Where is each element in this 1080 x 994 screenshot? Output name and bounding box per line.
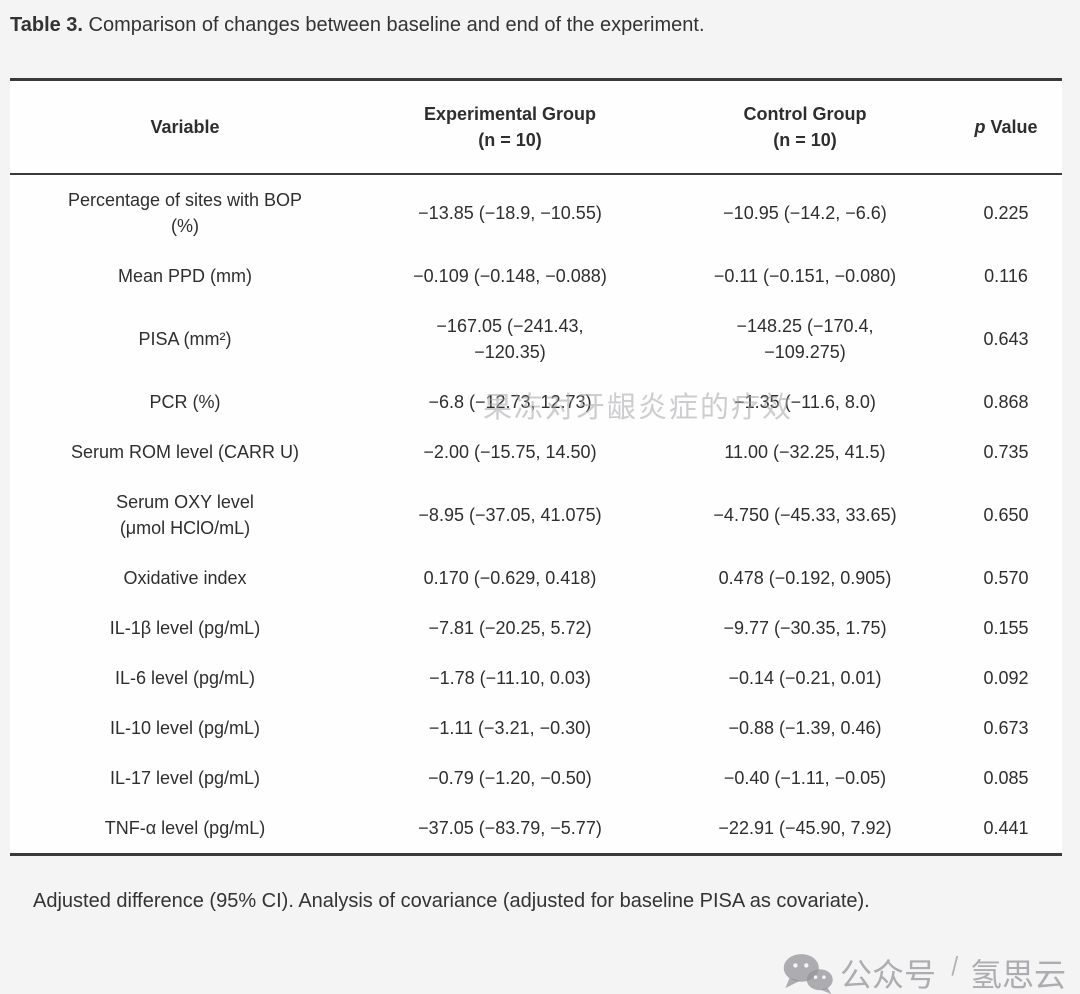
experimental-cell: −0.109 (−0.148, −0.088)	[413, 266, 607, 286]
table-caption-label: Table 3.	[10, 14, 83, 36]
table-footnote: Adjusted difference (95% CI). Analysis o…	[33, 890, 870, 912]
header-variable: Variable	[10, 79, 360, 175]
variable-cell: PISA (mm²)	[138, 329, 232, 349]
variable-cell: Serum ROM level (CARR U)	[70, 442, 300, 462]
header-experimental-group: Experimental Group (n = 10)	[360, 79, 660, 175]
p-value-cell: 0.735	[983, 442, 1029, 462]
control-cell: −0.14 (−0.21, 0.01)	[728, 668, 882, 688]
p-value-cell: 0.673	[983, 718, 1029, 738]
experimental-cell: −0.79 (−1.20, −0.50)	[428, 768, 592, 788]
control-cell: −9.77 (−30.35, 1.75)	[723, 618, 887, 638]
p-value-cell: 0.092	[983, 668, 1029, 688]
control-cell: −22.91 (−45.90, 7.92)	[718, 818, 892, 838]
experimental-cell: −2.00 (−15.75, 14.50)	[423, 442, 597, 462]
experimental-cell: −37.05 (−83.79, −5.77)	[418, 818, 602, 838]
control-cell: −148.25 (−170.4, −109.275)	[736, 316, 874, 362]
header-control-group: Control Group (n = 10)	[660, 79, 950, 175]
experimental-cell: −1.78 (−11.10, 0.03)	[429, 668, 591, 688]
experimental-cell: −6.8 (−12.73, 12.73)	[428, 392, 592, 412]
table-row: PCR (%) −6.8 (−12.73, 12.73) −1.35 (−11.…	[10, 377, 1062, 427]
control-cell: −4.750 (−45.33, 33.65)	[713, 505, 897, 525]
table-row: IL-17 level (pg/mL) −0.79 (−1.20, −0.50)…	[10, 753, 1062, 803]
table-row: IL-6 level (pg/mL) −1.78 (−11.10, 0.03) …	[10, 653, 1062, 703]
table-caption: Table 3. Comparison of changes between b…	[10, 12, 1080, 38]
table-row: Serum OXY level (μmol HClO/mL) −8.95 (−3…	[10, 477, 1062, 553]
variable-cell: Mean PPD (mm)	[117, 266, 252, 286]
table-row: IL-10 level (pg/mL) −1.11 (−3.21, −0.30)…	[10, 703, 1062, 753]
p-value-cell: 0.868	[983, 392, 1029, 412]
variable-cell: Serum OXY level (μmol HClO/mL)	[116, 492, 254, 538]
header-p-value: p Value	[950, 79, 1062, 175]
wechat-icon	[782, 952, 834, 994]
control-cell: 0.478 (−0.192, 0.905)	[718, 568, 892, 588]
bottom-watermark-separator: 丨	[940, 951, 969, 982]
table-row: IL-1β level (pg/mL) −7.81 (−20.25, 5.72)…	[10, 603, 1062, 653]
table-row: Mean PPD (mm) −0.109 (−0.148, −0.088) −0…	[10, 251, 1062, 301]
p-value-cell: 0.225	[983, 203, 1029, 223]
variable-cell: TNF-α level (pg/mL)	[104, 818, 266, 838]
p-value-cell: 0.643	[983, 329, 1029, 349]
experimental-cell: −1.11 (−3.21, −0.30)	[428, 718, 592, 738]
experimental-cell: 0.170 (−0.629, 0.418)	[423, 568, 597, 588]
bottom-watermark-name: 氢思云	[970, 957, 1067, 993]
variable-cell: Percentage of sites with BOP (%)	[67, 190, 303, 236]
variable-cell: IL-17 level (pg/mL)	[109, 768, 261, 788]
control-cell: −10.95 (−14.2, −6.6)	[723, 203, 887, 223]
header-p-rest: Value	[985, 117, 1038, 137]
experimental-cell: −7.81 (−20.25, 5.72)	[428, 618, 592, 638]
variable-cell: Oxidative index	[123, 568, 247, 588]
control-cell: −0.40 (−1.11, −0.05)	[723, 768, 887, 788]
bottom-watermark: 公众号 丨 氢思云	[782, 950, 1066, 994]
comparison-table: Variable Experimental Group (n = 10) Con…	[10, 78, 1062, 856]
experimental-cell: −8.95 (−37.05, 41.075)	[418, 505, 602, 525]
control-cell: −1.35 (−11.6, 8.0)	[734, 392, 876, 412]
variable-cell: PCR (%)	[149, 392, 221, 412]
control-cell: −0.11 (−0.151, −0.080)	[713, 266, 897, 286]
bottom-watermark-prefix: 公众号	[840, 957, 937, 993]
table-row: Serum ROM level (CARR U) −2.00 (−15.75, …	[10, 427, 1062, 477]
table-row: TNF-α level (pg/mL) −37.05 (−83.79, −5.7…	[10, 803, 1062, 855]
table-caption-text: Comparison of changes between baseline a…	[83, 14, 705, 36]
variable-cell: IL-10 level (pg/mL)	[109, 718, 261, 738]
experimental-cell: −167.05 (−241.43, −120.35)	[436, 316, 584, 362]
table-row: Percentage of sites with BOP (%) −13.85 …	[10, 174, 1062, 251]
table-row: Oxidative index 0.170 (−0.629, 0.418) 0.…	[10, 553, 1062, 603]
p-value-cell: 0.155	[983, 618, 1029, 638]
header-row: Variable Experimental Group (n = 10) Con…	[10, 79, 1062, 175]
p-value-cell: 0.650	[983, 505, 1029, 525]
table-row: PISA (mm²) −167.05 (−241.43, −120.35) −1…	[10, 301, 1062, 377]
p-value-cell: 0.441	[983, 818, 1029, 838]
variable-cell: IL-6 level (pg/mL)	[114, 668, 256, 688]
control-cell: −0.88 (−1.39, 0.46)	[728, 718, 882, 738]
experimental-cell: −13.85 (−18.9, −10.55)	[418, 203, 602, 223]
p-value-cell: 0.570	[983, 568, 1029, 588]
p-value-cell: 0.116	[984, 266, 1028, 286]
control-cell: 11.00 (−32.25, 41.5)	[724, 442, 886, 462]
variable-cell: IL-1β level (pg/mL)	[109, 618, 261, 638]
p-value-cell: 0.085	[983, 768, 1029, 788]
header-p-italic: p	[974, 117, 986, 137]
